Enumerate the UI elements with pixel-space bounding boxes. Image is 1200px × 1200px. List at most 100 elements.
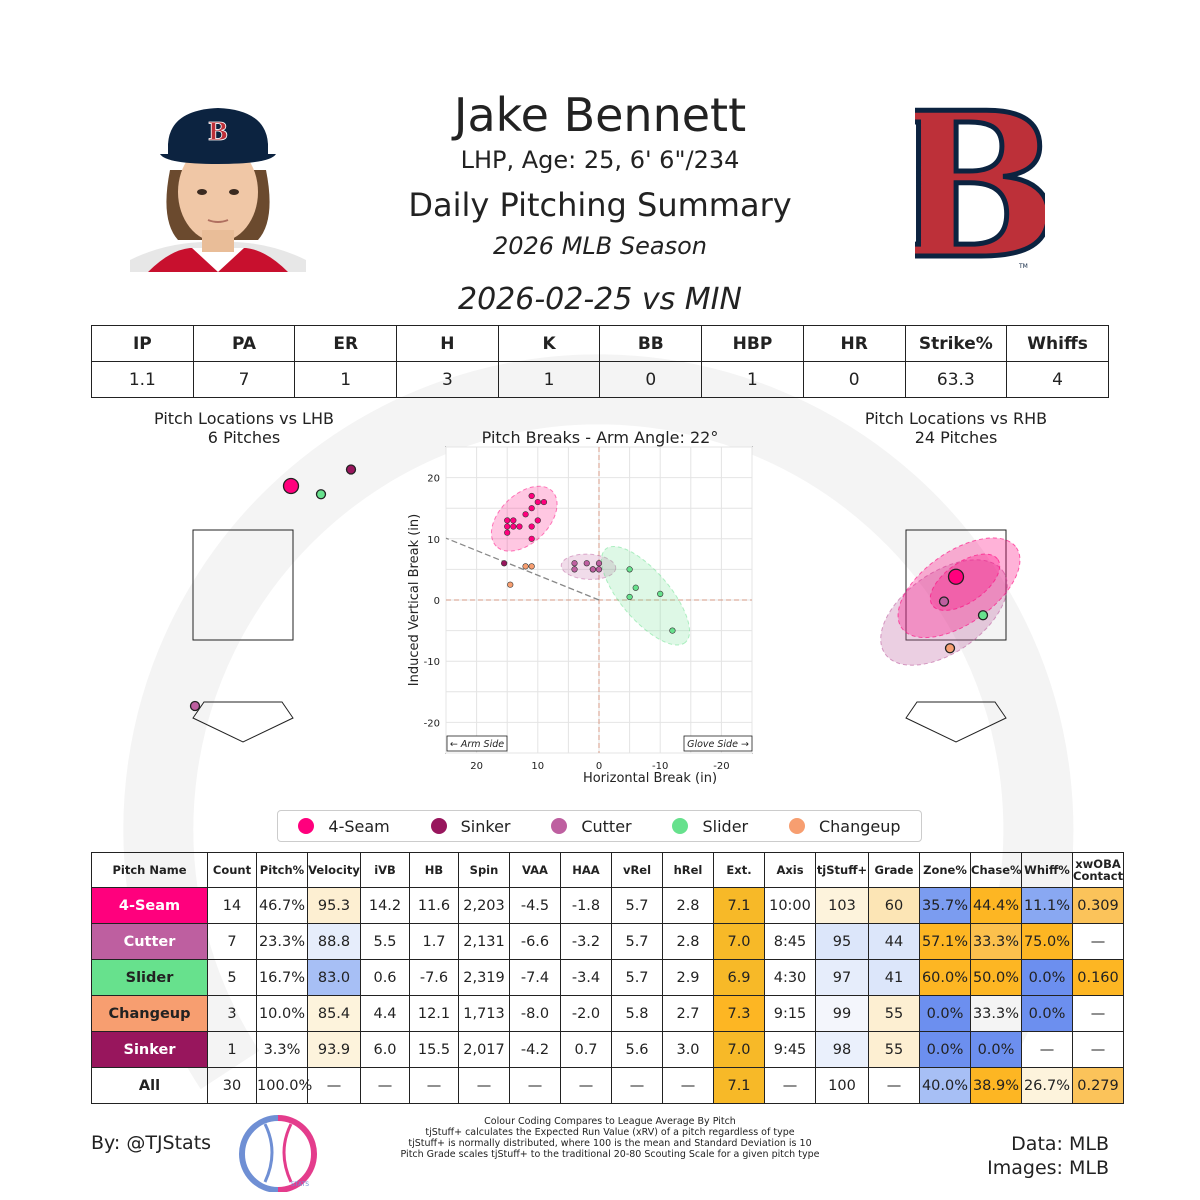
break-point-4-seam	[528, 492, 535, 500]
legend-marker	[551, 818, 568, 834]
table-cell: —	[662, 1067, 714, 1104]
legend-label: Cutter	[581, 816, 632, 836]
stat-header-bb: BB	[599, 325, 703, 362]
season-label: 2026 MLB Season	[493, 232, 707, 260]
table-cell: 23.3%	[256, 923, 308, 960]
table-cell: 5.6	[611, 1031, 663, 1068]
pitch-name-cell: Cutter	[91, 923, 208, 960]
break-point-changeup	[507, 581, 514, 588]
break-point-slider	[626, 566, 633, 573]
table-cell: 14	[207, 887, 257, 924]
legend-label: 4-Seam	[328, 816, 390, 836]
table-cell: -4.5	[509, 887, 561, 924]
table-cell: 0.279	[1072, 1067, 1124, 1104]
table-cell: 7.0	[713, 923, 765, 960]
table-cell: 1	[207, 1031, 257, 1068]
table-cell: 7.1	[713, 887, 765, 924]
table-cell: 33.3%	[970, 995, 1022, 1032]
col-header: Spin	[458, 852, 510, 888]
break-point-slider	[669, 627, 676, 634]
y-tick-label: -10	[424, 657, 440, 668]
table-cell: 0.0%	[970, 1031, 1022, 1068]
break-point-cutter	[595, 560, 603, 567]
table-cell: 7	[207, 923, 257, 960]
table-cell: 55	[868, 995, 920, 1032]
y-axis-label: Induced Vertical Break (in)	[407, 514, 422, 687]
table-cell: 41	[868, 959, 920, 996]
table-cell: 11.1%	[1021, 887, 1073, 924]
col-header: Zone%	[919, 852, 971, 888]
table-cell: 5.5	[360, 923, 410, 960]
table-cell: 93.9	[307, 1031, 361, 1068]
stat-header-hr: HR	[802, 325, 906, 362]
y-tick-label: 20	[427, 474, 440, 485]
table-cell: 6.9	[713, 959, 765, 996]
col-header: tjStuff+	[815, 852, 869, 888]
table-cell: 10:00	[764, 887, 816, 924]
stat-header-ip: IP	[91, 325, 194, 362]
table-cell: 2,319	[458, 959, 510, 996]
table-cell: —	[1021, 1031, 1073, 1068]
table-cell: —	[1072, 995, 1124, 1032]
report-title: Daily Pitching Summary	[408, 186, 792, 224]
table-cell: 0.0%	[919, 995, 971, 1032]
legend-item-4-seam: 4-Seam	[298, 816, 390, 836]
home-plate	[192, 701, 294, 743]
images-source: Images: MLB	[987, 1157, 1109, 1179]
game-line: 2026-02-25 vs MIN	[458, 282, 742, 317]
break-point-slider	[632, 584, 639, 591]
table-cell: 10.0%	[256, 995, 308, 1032]
legend-item-changeup: Changeup	[788, 817, 901, 836]
col-header: HAA	[560, 852, 612, 888]
col-header: Chase%	[970, 852, 1022, 888]
table-cell: 7.0	[713, 1031, 765, 1068]
stat-value-hr: 0	[802, 361, 906, 398]
break-point-4-seam	[528, 505, 535, 512]
break-point-4-seam	[534, 498, 541, 506]
table-cell: —	[764, 1067, 816, 1104]
legend-marker	[672, 818, 689, 834]
table-cell: 9:45	[764, 1031, 816, 1068]
legend-marker	[430, 818, 447, 834]
table-cell: 4.4	[360, 995, 410, 1032]
arm-side-label: ← Arm Side	[446, 735, 508, 752]
table-row: Cutter 7 23.3% 88.8 5.5 1.7 2,131 -6.6 -3.2 5.7 2.…	[91, 923, 1124, 960]
table-cell: 95	[815, 923, 869, 960]
table-cell: 46.7%	[256, 887, 308, 924]
y-tick-label: 10	[427, 535, 440, 546]
table-cell: 50.0%	[970, 959, 1022, 996]
table-cell: 100	[815, 1067, 869, 1104]
legend-item-sinker: Sinker	[430, 817, 510, 836]
table-cell: 14.2	[360, 887, 410, 924]
table-cell: 2.8	[662, 887, 714, 924]
rhb-location-plot	[880, 529, 1021, 743]
table-cell: 1.7	[409, 923, 459, 960]
table-cell: 103	[815, 887, 869, 924]
table-cell: 44	[868, 923, 920, 960]
x-tick-label: -20	[713, 761, 729, 772]
x-axis-label: Horizontal Break (in)	[583, 771, 717, 786]
lhb-title: Pitch Locations vs LHB	[154, 409, 334, 428]
table-cell: -3.4	[560, 959, 612, 996]
lhb-count: 6 Pitches	[207, 428, 281, 447]
location-point-sinker	[345, 464, 357, 475]
stat-value-ip: 1.1	[91, 361, 194, 398]
stat-header-hbp: HBP	[701, 325, 804, 362]
col-header: Pitch%	[256, 852, 308, 888]
table-cell: —	[1072, 1031, 1124, 1068]
table-cell: 100.0%	[256, 1067, 312, 1104]
table-cell: 88.8	[307, 923, 361, 960]
break-point-slider	[626, 593, 633, 601]
strike-zone	[192, 529, 294, 641]
location-point-4-seam	[947, 568, 965, 585]
table-cell: 85.4	[307, 995, 361, 1032]
table-cell: —	[409, 1067, 459, 1104]
table-cell: 11.6	[409, 887, 459, 924]
table-cell: 16.7%	[256, 959, 308, 996]
table-cell: 0.0%	[1021, 995, 1073, 1032]
table-cell: 40.0%	[919, 1067, 971, 1104]
table-cell: —	[611, 1067, 663, 1104]
strike-zone	[905, 529, 1007, 641]
stat-header-k: K	[497, 325, 601, 362]
col-header: HB	[409, 852, 459, 888]
